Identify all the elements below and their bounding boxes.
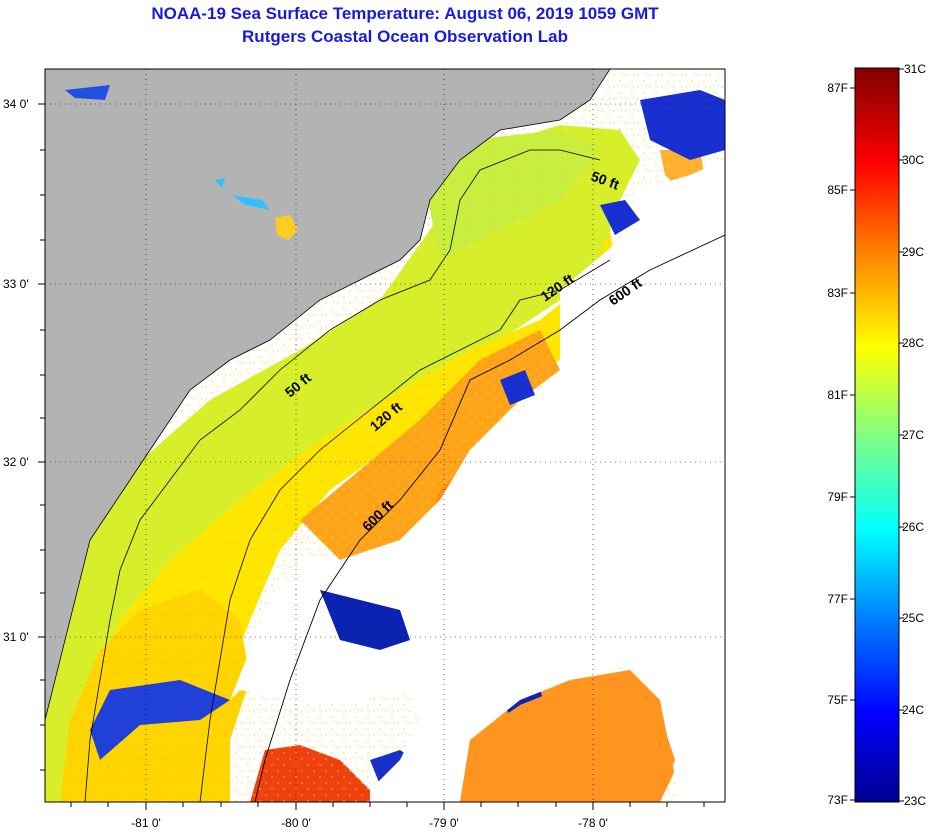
contour-50ft <box>84 149 601 802</box>
sst-cold-edge-sw <box>320 590 410 650</box>
map-title: NOAA-19 Sea Surface Temperature: August … <box>151 4 659 23</box>
colorbar-c-29: 29C <box>902 245 924 259</box>
colorbar-c-25: 25C <box>902 611 924 625</box>
inland-water-3 <box>232 195 270 210</box>
colorbar-c-31: 31C <box>904 62 926 76</box>
sst-cold-patch-east <box>640 90 725 160</box>
axis-ticks <box>38 103 705 810</box>
sst-gulfstream-warm2 <box>460 672 675 802</box>
sst-cold-edge-east <box>600 200 640 235</box>
lon-label-81: -81 0' <box>131 816 161 830</box>
colorbar-f-87: 87F <box>827 81 848 95</box>
land <box>45 69 610 720</box>
lat-label-31: 31 0' <box>3 630 29 644</box>
lat-label-32: 32 0' <box>3 455 29 469</box>
colorbar-f-85: 85F <box>827 183 848 197</box>
lat-label-33: 33 0' <box>3 277 29 291</box>
colorbar-c-26: 26C <box>902 520 924 534</box>
lon-label-79: -79 0' <box>429 816 459 830</box>
contour-600ft <box>254 234 725 802</box>
sst-image <box>45 69 725 802</box>
colorbar-f-81: 81F <box>827 388 848 402</box>
lat-label-34: 34 0' <box>3 97 29 111</box>
sst-cold-edge-mid <box>500 370 535 405</box>
colorbar-gradient <box>854 67 900 803</box>
colorbar-f-73: 73F <box>827 793 848 807</box>
colorbar-c-24: 24C <box>902 703 924 717</box>
colorbar-c-23: 23C <box>904 794 926 808</box>
colorbar-f-79: 79F <box>827 490 848 504</box>
cloud-offshore-ne <box>620 160 725 235</box>
colorbar-f-77: 77F <box>827 592 848 606</box>
inland-water-4 <box>65 85 110 100</box>
inland-water-1 <box>275 215 298 240</box>
coastline <box>45 69 611 721</box>
map-subtitle: Rutgers Coastal Ocean Observation Lab <box>242 27 568 46</box>
colorbar-c-30: 30C <box>902 153 924 167</box>
colorbar-f-83: 83F <box>827 286 848 300</box>
map-frame <box>44 68 726 803</box>
contour-120ft <box>199 259 611 802</box>
colorbar-c-27: 27C <box>902 428 924 442</box>
sst-cold-patch-south2 <box>90 680 230 760</box>
inland-water-2 <box>215 178 225 188</box>
colorbar: 87F 85F 83F 81F 79F 77F 75F 73F 31C 30C … <box>827 62 926 808</box>
lon-label-80: -80 0' <box>281 816 311 830</box>
colorbar-c-28: 28C <box>902 336 924 350</box>
cloud-offshore-east <box>230 200 725 802</box>
lon-label-78: -78 0' <box>578 816 608 830</box>
colorbar-f-75: 75F <box>827 693 848 707</box>
graticule <box>45 69 725 802</box>
